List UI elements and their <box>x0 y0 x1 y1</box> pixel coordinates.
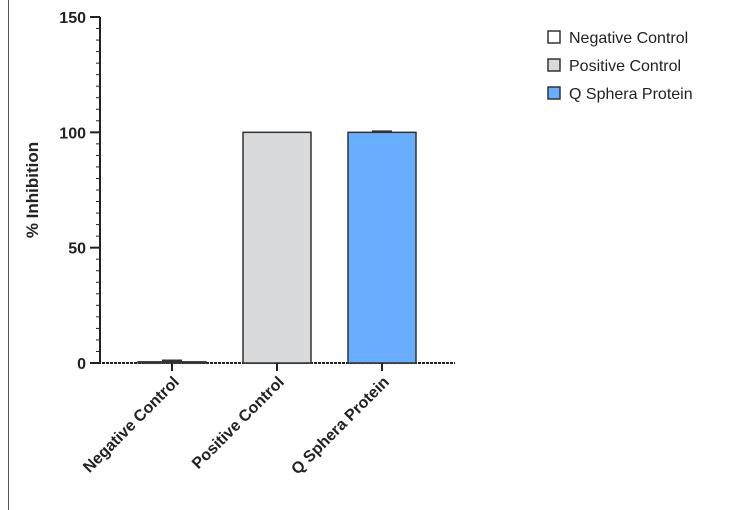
x-tick-labels: Negative Control Positive Control Q Sphera… <box>80 363 393 478</box>
x-tick-label: Q Sphera Protein <box>288 374 392 478</box>
y-ticks: 0 50 100 150 <box>59 10 100 373</box>
left-frame-line <box>8 0 9 510</box>
legend-label: Q Sphera Protein <box>569 86 693 103</box>
legend-label: Negative Control <box>569 30 688 47</box>
legend-swatch <box>547 58 561 72</box>
x-tick-label: Positive Control <box>189 374 288 473</box>
legend-label: Positive Control <box>569 58 681 75</box>
y-axis-label: % Inhibition <box>23 142 42 238</box>
bar <box>347 131 417 364</box>
y-tick-label: 100 <box>59 125 86 142</box>
bar <box>242 131 312 364</box>
y-tick-label: 0 <box>77 356 86 373</box>
legend-swatch <box>547 86 561 100</box>
y-tick-label: 150 <box>59 10 86 27</box>
bars <box>137 130 417 364</box>
legend: Negative Control Positive Control Q Sphera… <box>547 30 693 103</box>
legend-swatch <box>547 30 561 44</box>
y-tick-label: 50 <box>68 241 86 258</box>
bar <box>137 361 207 364</box>
x-tick-label: Negative Control <box>80 374 183 477</box>
